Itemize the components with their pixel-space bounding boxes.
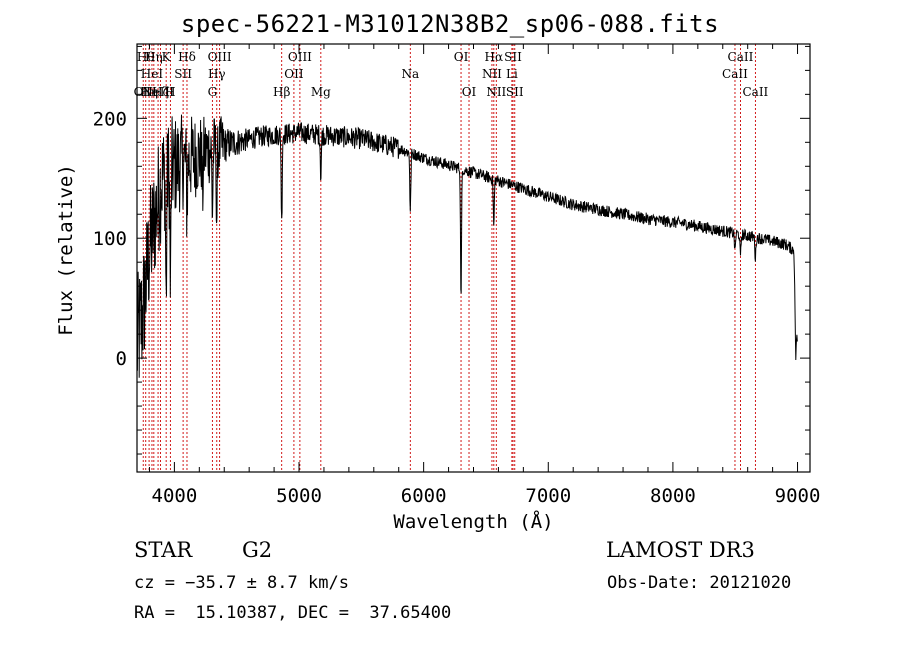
- line-marker-label: SII: [504, 50, 522, 64]
- line-marker-label: OII: [284, 67, 304, 81]
- x-axis-label: Wavelength (Å): [393, 510, 553, 533]
- survey-name: LAMOST DR3: [606, 538, 755, 562]
- spectrum-line: [136, 114, 798, 378]
- object-subclass: G2: [242, 538, 273, 562]
- redshift-cz: cz = −35.7 ± 8.7 km/s: [134, 573, 349, 593]
- line-marker-label: NII: [486, 85, 506, 99]
- line-marker-label: CaII: [742, 85, 768, 99]
- line-marker-label: Hθ: [137, 50, 155, 64]
- line-marker-label: OIII: [208, 50, 232, 64]
- line-marker-label: Hγ: [208, 67, 226, 81]
- line-marker-label: SII: [506, 85, 524, 99]
- observation-date: Obs-Date: 20121020: [607, 573, 792, 593]
- line-marker-label: G: [208, 85, 218, 99]
- y-tick-label: 200: [93, 108, 127, 130]
- line-marker-label: Hη: [145, 50, 163, 64]
- y-axis-label: Flux (relative): [55, 164, 77, 336]
- line-marker-label: H: [165, 85, 175, 99]
- line-marker-label: OII: [134, 85, 154, 99]
- line-marker-label: Hζ: [152, 85, 169, 99]
- line-marker-label: K: [162, 50, 172, 64]
- x-tick-label: 5000: [276, 485, 322, 507]
- line-markers-layer: [142, 44, 756, 472]
- chart-title: spec-56221-M31012N38B2_sp06-088.fits: [180, 10, 720, 38]
- object-class: STAR: [134, 538, 193, 562]
- line-marker-label: Hα: [485, 50, 504, 64]
- y-tick-label: 0: [116, 348, 127, 370]
- line-marker-label: CaII: [728, 50, 754, 64]
- coordinates: RA = 15.10387, DEC = 37.65400: [134, 603, 452, 623]
- line-marker-label: OIII: [288, 50, 312, 64]
- x-tick-label: 8000: [650, 485, 696, 507]
- line-marker-label: CaII: [722, 67, 748, 81]
- x-tick-label: 6000: [401, 485, 447, 507]
- line-marker-label: NeIII: [142, 85, 174, 99]
- x-tick-label: 9000: [775, 485, 821, 507]
- y-tick-label: 100: [93, 228, 127, 250]
- line-marker-label: NII: [482, 67, 502, 81]
- line-marker-label: SII: [174, 67, 192, 81]
- marker-labels-layer: OIIHθHηHeIHηNeIIIHζKHSIIHδGHγOIIIHβOIIOI…: [134, 50, 769, 99]
- plot-frame: [136, 43, 811, 473]
- line-marker-label: Na: [401, 67, 419, 81]
- line-marker-label: OI: [454, 50, 469, 64]
- line-marker-label: Hη: [140, 85, 158, 99]
- x-tick-label: 7000: [525, 485, 571, 507]
- line-marker-label: HeI: [141, 67, 164, 81]
- line-marker-label: OI: [462, 85, 477, 99]
- line-marker-label: Hδ: [178, 50, 196, 64]
- axis-ticks-layer: 4000 5000 6000 7000 8000 9000 0 100 200: [93, 44, 821, 507]
- line-marker-label: Mg: [311, 85, 331, 99]
- x-tick-label: 4000: [152, 485, 198, 507]
- line-marker-label: Li: [506, 67, 518, 81]
- line-marker-label: Hβ: [273, 85, 290, 99]
